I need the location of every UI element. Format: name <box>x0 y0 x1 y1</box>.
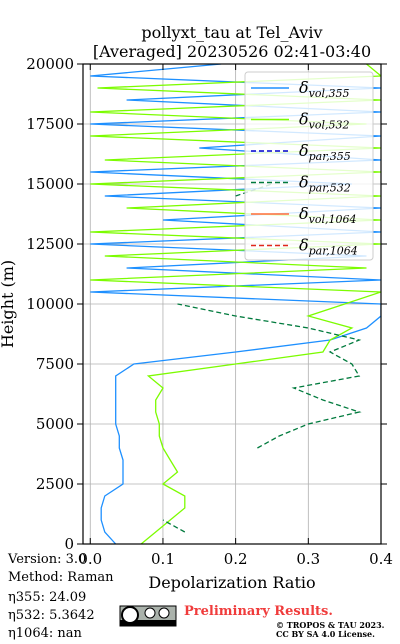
x-tick-label: 0.4 <box>369 550 393 568</box>
x-tick-label: 0.2 <box>224 550 248 568</box>
x-tick-label: 0.3 <box>296 550 320 568</box>
y-tick-label: 10000 <box>26 295 74 313</box>
notice: Preliminary Results. <box>184 604 333 619</box>
legend-label: δpar,355 <box>299 141 351 163</box>
y-tick-label: 5000 <box>36 415 74 433</box>
y-axis-label: Height (m) <box>0 260 17 348</box>
chart-subtitle: [Averaged] 20230526 02:41-03:40 <box>93 42 371 61</box>
legend-label: δvol,355 <box>299 78 350 100</box>
info-line: η532: 5.3642 <box>8 608 95 623</box>
copyright: CC BY SA 4.0 License. <box>276 629 375 639</box>
info-line: η1064: nan <box>8 626 83 640</box>
y-tick-label: 17500 <box>26 115 74 133</box>
y-tick-label: 0 <box>64 535 74 553</box>
legend-label: δpar,1064 <box>299 236 358 258</box>
legend-label: δvol,1064 <box>299 204 357 226</box>
info-line: Method: Raman <box>8 570 114 585</box>
info-line: Version: 3.0 <box>7 552 86 567</box>
legend-label: δvol,532 <box>299 110 350 132</box>
x-tick-label: 0.1 <box>151 550 175 568</box>
legend-box <box>244 71 374 261</box>
copyright: © TROPOS & TAU 2023. <box>276 620 385 630</box>
y-tick-label: 15000 <box>26 175 74 193</box>
legend: δvol,355 δvol,532 δpar,355 δpar,532 δvol,106… <box>244 71 374 261</box>
y-tick-label: 12500 <box>26 235 74 253</box>
legend-label: δpar,532 <box>299 173 351 195</box>
cc-logo <box>119 605 177 627</box>
ticks: 0.0 0.1 0.2 0.3 0.4 0 2500 5000 7500 10000 12500 15… <box>26 55 393 568</box>
info-line: η355: 24.09 <box>8 590 86 605</box>
x-tick-label: 0.0 <box>78 550 102 568</box>
x-axis-label: Depolarization Ratio <box>148 573 315 592</box>
y-tick-label: 20000 <box>26 55 74 73</box>
y-tick-label: 7500 <box>36 355 74 373</box>
chart-title: pollyxt_tau at Tel_Aviv <box>141 23 322 42</box>
info: Version: 3.0 Method: Raman η355: 24.09 η532… <box>7 552 114 641</box>
y-tick-label: 2500 <box>36 475 74 493</box>
